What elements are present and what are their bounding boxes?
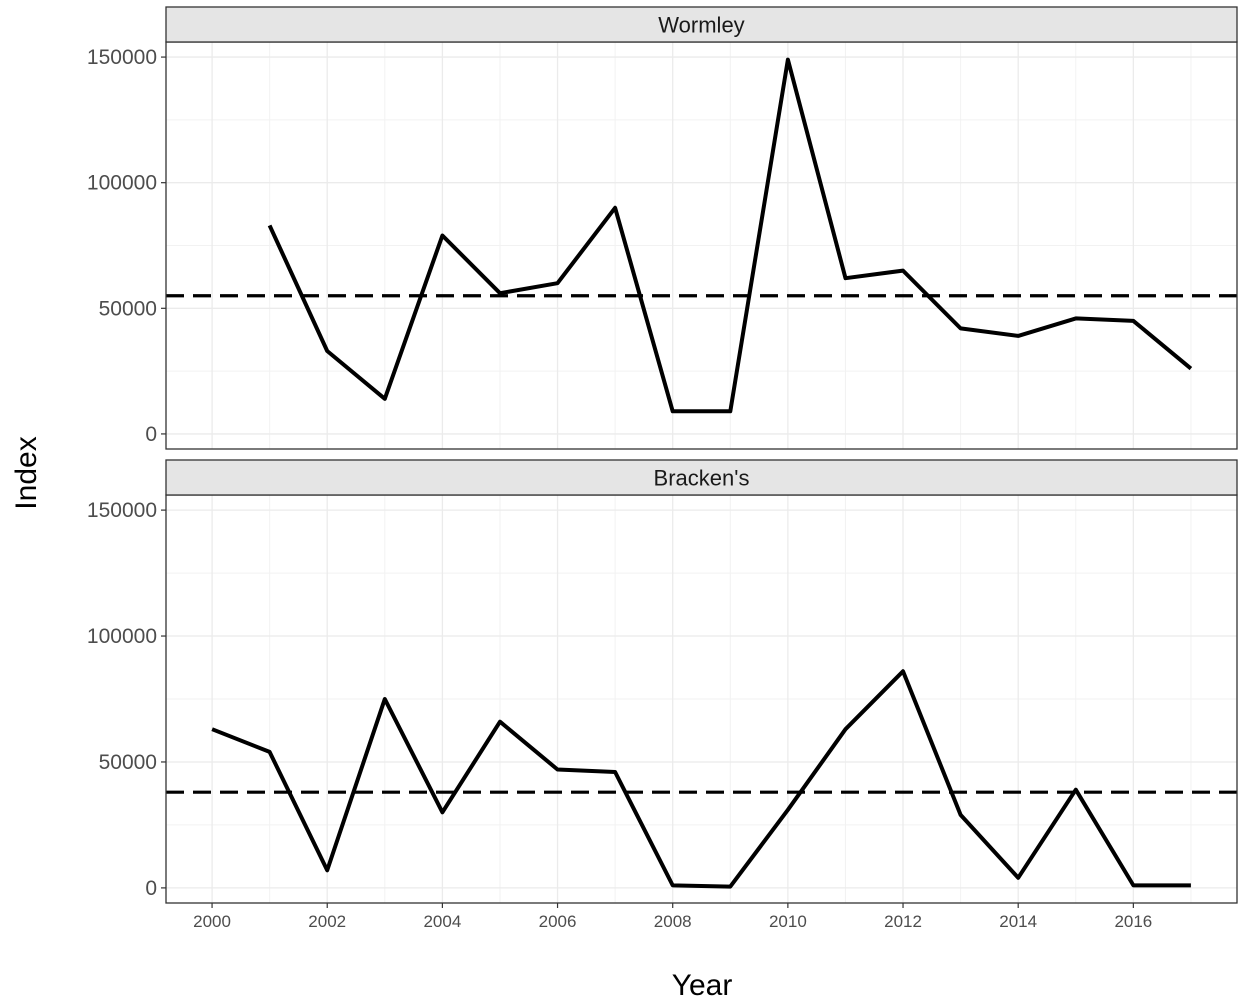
y-tick-label: 0 <box>145 423 157 446</box>
x-tick-label: 2012 <box>884 912 922 931</box>
series-line <box>211 669 1191 889</box>
x-tick-label: 2002 <box>308 912 346 931</box>
chart-panels: 0 50000 100000 150000 Wormley 0 50000 100000 150… <box>87 6 1238 904</box>
facet-strip-label: Bracken's <box>654 466 750 491</box>
x-tick-label: 2008 <box>654 912 692 931</box>
facet-strip <box>165 6 1238 43</box>
x-tick-label: 2000 <box>193 912 231 931</box>
y-tick-label: 100000 <box>87 625 157 648</box>
panel-top: 0 50000 100000 150000 Wormley <box>87 6 1238 450</box>
x-axis: 2000 2002 2004 2006 2008 2010 2012 2014 2016 <box>193 903 1152 931</box>
y-tick-label: 150000 <box>87 499 157 522</box>
facet-strip-label: Wormley <box>658 13 744 38</box>
x-tick-label: 2006 <box>539 912 577 931</box>
y-tick-label: 0 <box>145 877 157 900</box>
x-axis-title: Year <box>672 969 733 1002</box>
x-tick-label: 2016 <box>1114 912 1152 931</box>
y-tick-label: 150000 <box>87 46 157 69</box>
y-axis-title: Index <box>10 436 43 509</box>
grid <box>166 42 1237 449</box>
y-tick-label: 50000 <box>99 751 157 774</box>
x-tick-label: 2014 <box>999 912 1037 931</box>
y-tick-label: 100000 <box>87 172 157 195</box>
series-line <box>267 57 1193 414</box>
panel-bottom: 0 50000 100000 150000 Bracken's <box>87 459 1238 904</box>
x-tick-label: 2010 <box>769 912 807 931</box>
facet-strip <box>165 459 1238 496</box>
y-tick-label: 50000 <box>99 297 157 320</box>
x-tick-label: 2004 <box>423 912 461 931</box>
